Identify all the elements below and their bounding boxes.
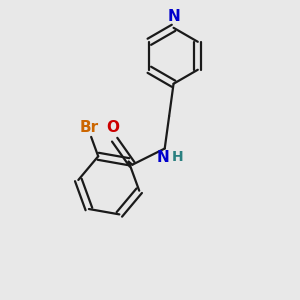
Text: Br: Br xyxy=(80,120,99,135)
Text: H: H xyxy=(172,150,184,164)
Text: N: N xyxy=(167,9,180,24)
Text: O: O xyxy=(107,120,120,135)
Text: N: N xyxy=(157,150,169,165)
